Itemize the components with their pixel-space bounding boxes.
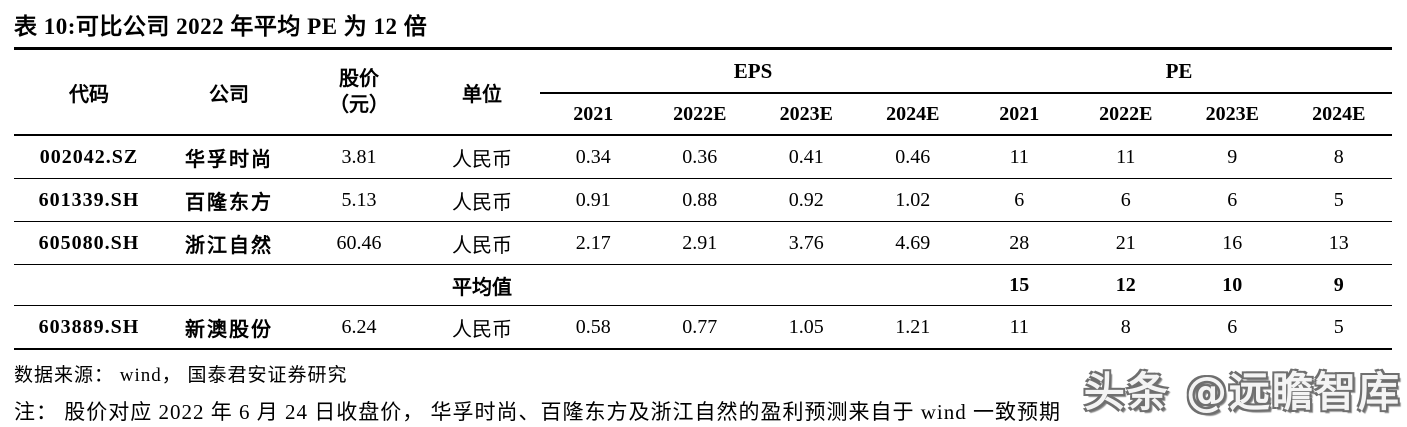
cell-eps-2024e: 4.69 (859, 221, 967, 265)
col-header-price-line1: 股价 (339, 68, 379, 90)
col-header-pe-2022e: 2022E (1072, 93, 1180, 136)
col-header-price-line2: （元） (329, 94, 389, 116)
cell-eps-2024e: 0.46 (859, 135, 967, 179)
group-header-eps: EPS (540, 48, 967, 94)
cell-empty (646, 264, 753, 306)
watermark: 头条 @远瞻智库 (1083, 368, 1401, 416)
cell-price: 3.81 (294, 135, 424, 179)
cell-pe-2022e: 21 (1072, 221, 1180, 265)
col-header-eps-2024e: 2024E (859, 93, 967, 136)
cell-eps-2024e: 1.02 (859, 178, 967, 222)
cell-pe-2023e: 9 (1179, 135, 1286, 179)
col-header-eps-2022e: 2022E (646, 93, 753, 136)
cell-eps-2021: 0.58 (540, 305, 647, 350)
cell-company: 百隆东方 (164, 178, 294, 222)
cell-pe-2024e: 8 (1285, 135, 1393, 179)
note-line: 注： 股价对应 2022 年 6 月 24 日收盘价， 华孚时尚、百隆东方及浙江… (14, 400, 1061, 424)
cell-eps-2023e: 0.41 (753, 135, 860, 179)
cell-pe-2021: 6 (966, 178, 1073, 222)
cell-eps-2021: 0.34 (540, 135, 647, 179)
col-header-company: 公司 (164, 48, 294, 136)
cell-eps-2023e: 3.76 (753, 221, 860, 265)
cell-pe-2022e: 6 (1072, 178, 1180, 222)
cell-pe-2021: 28 (966, 221, 1073, 265)
cell-avg-pe-2024e: 9 (1285, 264, 1393, 306)
col-header-price: 股价 （元） (294, 48, 424, 136)
cell-avg-pe-2023e: 10 (1179, 264, 1286, 306)
col-header-pe-2021: 2021 (966, 93, 1073, 136)
table-row: 002042.SZ 华孚时尚 3.81 人民币 0.34 0.36 0.41 0… (14, 135, 1393, 179)
cell-unit: 人民币 (424, 305, 540, 350)
cell-company: 华孚时尚 (164, 135, 294, 179)
cell-code: 605080.SH (14, 221, 164, 265)
group-header-pe: PE (966, 48, 1393, 94)
cell-empty (540, 264, 647, 306)
cell-eps-2021: 2.17 (540, 221, 647, 265)
cell-price: 60.46 (294, 221, 424, 265)
col-header-code: 代码 (14, 48, 164, 136)
cell-eps-2022e: 0.36 (646, 135, 753, 179)
cell-eps-2022e: 0.88 (646, 178, 753, 222)
data-source-line: 数据来源： wind， 国泰君安证券研究 (14, 365, 348, 386)
cell-empty (14, 264, 164, 306)
cell-code: 601339.SH (14, 178, 164, 222)
col-header-eps-2021: 2021 (540, 93, 647, 136)
table-row: 603889.SH 新澳股份 6.24 人民币 0.58 0.77 1.05 1… (14, 305, 1393, 350)
cell-average-label: 平均值 (424, 264, 540, 306)
cell-avg-pe-2022e: 12 (1072, 264, 1180, 306)
cell-pe-2022e: 8 (1072, 305, 1180, 350)
cell-eps-2024e: 1.21 (859, 305, 967, 350)
cell-pe-2021: 11 (966, 305, 1073, 350)
table-title: 表 10:可比公司 2022 年平均 PE 为 12 倍 (14, 14, 428, 39)
cell-eps-2022e: 2.91 (646, 221, 753, 265)
cell-eps-2021: 0.91 (540, 178, 647, 222)
cell-code: 002042.SZ (14, 135, 164, 179)
cell-empty (164, 264, 294, 306)
table-group-header-row: 代码 公司 股价 （元） 单位 EPS PE (14, 48, 1393, 136)
cell-pe-2024e: 13 (1285, 221, 1393, 265)
cell-code: 603889.SH (14, 305, 164, 350)
table-row: 605080.SH 浙江自然 60.46 人民币 2.17 2.91 3.76 … (14, 221, 1393, 265)
cell-company: 新澳股份 (164, 305, 294, 350)
cell-pe-2024e: 5 (1285, 305, 1393, 350)
cell-price: 6.24 (294, 305, 424, 350)
cell-unit: 人民币 (424, 135, 540, 179)
table-row: 601339.SH 百隆东方 5.13 人民币 0.91 0.88 0.92 1… (14, 178, 1393, 222)
cell-eps-2023e: 0.92 (753, 178, 860, 222)
cell-empty (294, 264, 424, 306)
cell-unit: 人民币 (424, 178, 540, 222)
col-header-pe-2023e: 2023E (1179, 93, 1286, 136)
average-row: 平均值 15 12 10 9 (14, 264, 1393, 306)
cell-avg-pe-2021: 15 (966, 264, 1073, 306)
col-header-unit: 单位 (424, 48, 540, 136)
cell-price: 5.13 (294, 178, 424, 222)
cell-pe-2023e: 16 (1179, 221, 1286, 265)
cell-pe-2023e: 6 (1179, 305, 1286, 350)
cell-unit: 人民币 (424, 221, 540, 265)
cell-pe-2024e: 5 (1285, 178, 1393, 222)
cell-eps-2023e: 1.05 (753, 305, 860, 350)
comparable-companies-table: 代码 公司 股价 （元） 单位 EPS PE 2021 2022E 2023E … (14, 47, 1393, 350)
col-header-eps-2023e: 2023E (753, 93, 860, 136)
cell-pe-2021: 11 (966, 135, 1073, 179)
col-header-pe-2024e: 2024E (1285, 93, 1393, 136)
cell-pe-2023e: 6 (1179, 178, 1286, 222)
cell-pe-2022e: 11 (1072, 135, 1180, 179)
cell-company: 浙江自然 (164, 221, 294, 265)
table-year-header-row: 2021 2022E 2023E 2024E 2021 2022E 2023E … (14, 93, 1393, 136)
cell-empty (753, 264, 860, 306)
cell-empty (859, 264, 967, 306)
cell-eps-2022e: 0.77 (646, 305, 753, 350)
